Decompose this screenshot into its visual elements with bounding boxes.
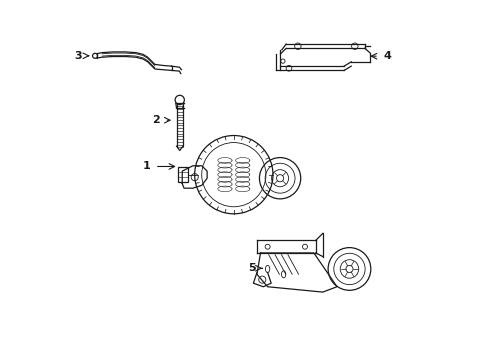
Text: 5: 5	[248, 263, 256, 273]
Text: 3: 3	[74, 51, 81, 61]
Text: 2: 2	[152, 115, 160, 125]
Text: 4: 4	[383, 51, 390, 61]
Bar	[177, 167, 188, 183]
Text: 1: 1	[142, 162, 150, 171]
